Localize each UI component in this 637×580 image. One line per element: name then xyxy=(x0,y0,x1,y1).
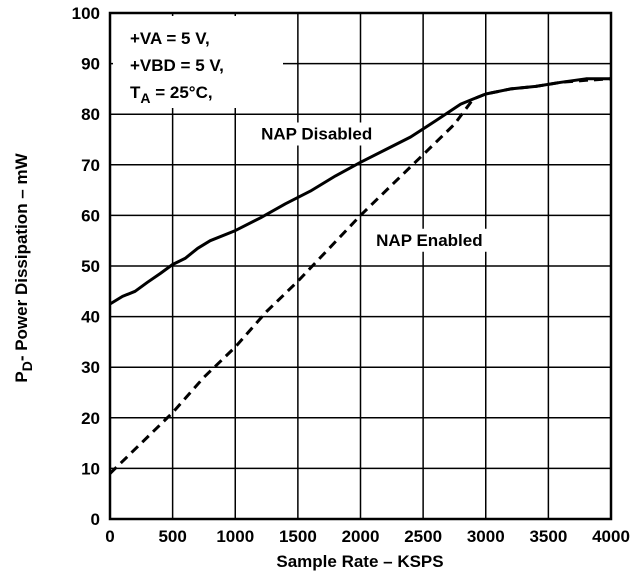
y-tick-label: 100 xyxy=(72,4,100,23)
y-tick-label: 60 xyxy=(81,206,100,225)
curve-label: NAP Disabled xyxy=(261,125,372,144)
y-tick-label: 50 xyxy=(81,257,100,276)
annotation-background xyxy=(367,228,492,252)
condition-temp-symbol: T xyxy=(130,83,141,102)
x-tick-label: 2000 xyxy=(342,527,380,546)
y-tick-label: 10 xyxy=(81,459,100,478)
y-axis-rest: - Power Dissipation – mW xyxy=(12,152,31,361)
conditions-background xyxy=(113,16,283,108)
y-axis-symbol: P xyxy=(12,371,31,382)
y-axis-title: PD- Power Dissipation – mW xyxy=(12,152,35,382)
tick-labels: 0 500 1000 1500 2000 2500 3000 3500 4000 0 10 20 30 4… xyxy=(72,4,630,546)
curve-label: NAP Enabled xyxy=(376,231,482,250)
condition-vbd: +VBD = 5 V, xyxy=(130,56,224,75)
curve-annotations: NAP Disabled NAP Enabled xyxy=(254,122,492,252)
condition-va: +VA = 5 V, xyxy=(130,29,210,48)
series-layer xyxy=(108,77,612,475)
y-tick-label: 90 xyxy=(81,55,100,74)
series-line-nap-enabled xyxy=(108,77,612,475)
x-axis-title: Sample Rate – KSPS xyxy=(276,552,443,571)
annotation-background xyxy=(254,122,379,146)
x-tick-label: 1500 xyxy=(279,527,317,546)
x-tick-label: 0 xyxy=(105,527,114,546)
x-tick-label: 500 xyxy=(158,527,186,546)
plot-frame xyxy=(108,11,613,521)
x-tick-label: 1000 xyxy=(216,527,254,546)
y-tick-label: 30 xyxy=(81,358,100,377)
y-tick-label: 80 xyxy=(81,105,100,124)
condition-temp: TA = 25°C, xyxy=(130,83,213,106)
y-tick-label: 70 xyxy=(81,156,100,175)
x-tick-label: 3000 xyxy=(467,527,505,546)
y-tick-label: 40 xyxy=(81,308,100,327)
x-tick-label: 3500 xyxy=(529,527,567,546)
y-axis-subscript: D xyxy=(19,361,35,371)
condition-temp-subscript: A xyxy=(140,90,150,106)
y-tick-label: 20 xyxy=(81,409,100,428)
x-tick-label: 2500 xyxy=(404,527,442,546)
grid xyxy=(109,12,612,520)
x-tick-label: 4000 xyxy=(592,527,630,546)
y-tick-label: 0 xyxy=(91,510,100,529)
condition-temp-rest: = 25°C, xyxy=(151,83,213,102)
